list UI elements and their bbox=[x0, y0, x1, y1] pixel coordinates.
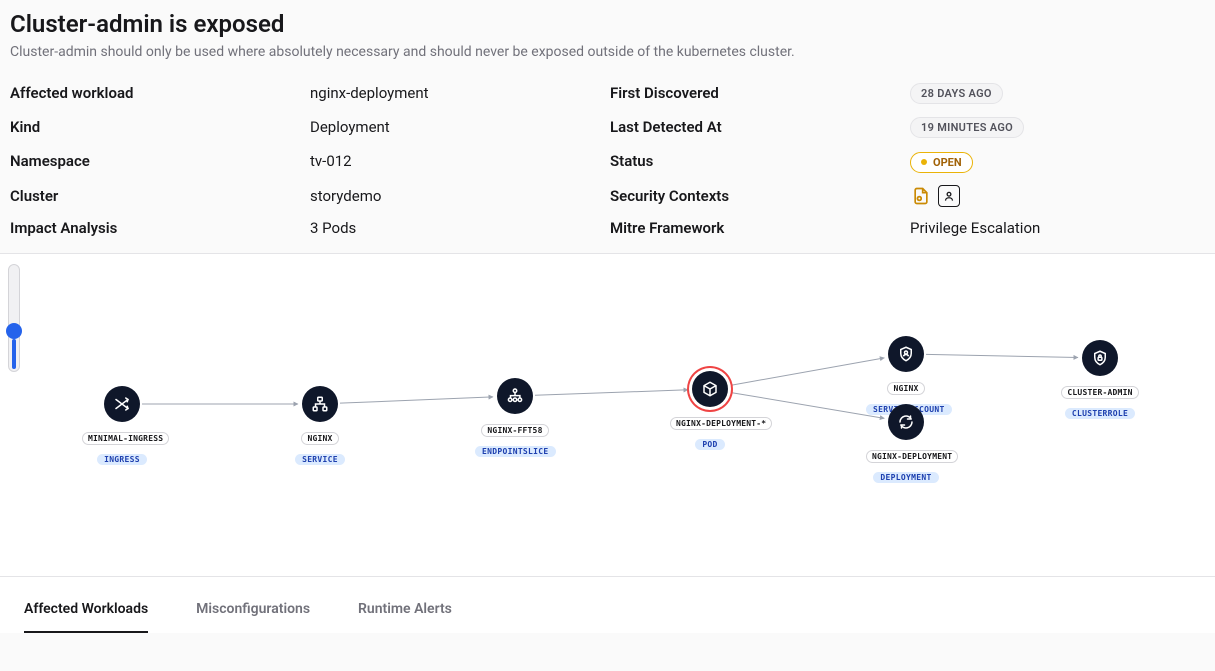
shield-user-icon bbox=[888, 336, 924, 372]
graph-node-type: DEPLOYMENT bbox=[873, 472, 938, 483]
graph-edges bbox=[0, 254, 1215, 578]
label-mitre-framework: Mitre Framework bbox=[610, 219, 910, 237]
endpoints-icon bbox=[497, 378, 533, 414]
graph-node-name: NGINX-DEPLOYMENT-* bbox=[670, 417, 772, 430]
value-mitre-framework: Privilege Escalation bbox=[910, 219, 1210, 237]
last-detected-badge: 19 MINUTES AGO bbox=[910, 117, 1024, 138]
status-dot-icon bbox=[921, 159, 927, 165]
label-namespace: Namespace bbox=[10, 152, 310, 170]
details-grid: Affected workload nginx-deployment First… bbox=[10, 82, 1205, 237]
graph-node-name: NGINX-DEPLOYMENT bbox=[866, 450, 958, 463]
value-namespace: tv-012 bbox=[310, 152, 610, 170]
cube-icon bbox=[692, 371, 728, 407]
value-cluster: storydemo bbox=[310, 187, 610, 205]
graph-node-deployment[interactable]: NGINX-DEPLOYMENTDEPLOYMENT bbox=[866, 404, 946, 484]
page-subtitle: Cluster-admin should only be used where … bbox=[10, 44, 1205, 60]
value-kind: Deployment bbox=[310, 118, 610, 136]
value-affected-workload: nginx-deployment bbox=[310, 84, 610, 102]
status-badge-text: OPEN bbox=[933, 156, 962, 169]
tab-runtime[interactable]: Runtime Alerts bbox=[358, 585, 452, 633]
graph-node-ingress[interactable]: MINIMAL-INGRESSINGRESS bbox=[82, 386, 162, 466]
graph-node-name: NGINX-FFT58 bbox=[481, 424, 548, 437]
graph-node-type: INGRESS bbox=[97, 454, 147, 465]
graph-node-type: ENDPOINTSLICE bbox=[475, 446, 556, 457]
graph-node-endpointslice[interactable]: NGINX-FFT58 ENDPOINTSLICE bbox=[475, 378, 555, 458]
shield-lock-icon bbox=[1082, 340, 1118, 376]
cycle-icon bbox=[888, 404, 924, 440]
graph-node-name: NGINX bbox=[301, 432, 338, 445]
hierarchy-icon bbox=[302, 386, 338, 422]
graph-node-type: SERVICE bbox=[295, 454, 345, 465]
graph-node-clusterrole[interactable]: CLUSTER-ADMIN CLUSTERROLE bbox=[1060, 340, 1140, 420]
first-discovered-badge: 28 DAYS AGO bbox=[910, 83, 1003, 104]
graph-node-type: POD bbox=[695, 439, 724, 450]
status-badge: OPEN bbox=[910, 152, 973, 173]
graph-node-type: CLUSTERROLE bbox=[1065, 408, 1135, 419]
value-impact-analysis: 3 Pods bbox=[310, 219, 610, 237]
label-cluster: Cluster bbox=[10, 187, 310, 205]
value-status: OPEN bbox=[910, 150, 1210, 173]
tab-misconfig[interactable]: Misconfigurations bbox=[196, 585, 310, 633]
graph-node-pod[interactable]: NGINX-DEPLOYMENT-*POD bbox=[670, 371, 750, 451]
security-context-user-icon[interactable] bbox=[938, 185, 960, 207]
label-impact-analysis: Impact Analysis bbox=[10, 219, 310, 237]
graph-node-name: NGINX bbox=[887, 382, 924, 395]
label-first-discovered: First Discovered bbox=[610, 84, 910, 102]
value-first-discovered: 28 DAYS AGO bbox=[910, 82, 1210, 104]
label-kind: Kind bbox=[10, 118, 310, 136]
page-title: Cluster-admin is exposed bbox=[10, 10, 1205, 38]
value-last-detected-at: 19 MINUTES AGO bbox=[910, 116, 1210, 138]
label-affected-workload: Affected workload bbox=[10, 84, 310, 102]
security-context-file-icon[interactable] bbox=[910, 185, 932, 207]
graph-panel[interactable]: MINIMAL-INGRESSINGRESSNGINXSERVICENGINX-… bbox=[0, 253, 1215, 577]
tab-affected[interactable]: Affected Workloads bbox=[24, 585, 148, 633]
tabs: Affected Workloads Misconfigurations Runti… bbox=[0, 577, 1215, 633]
graph-node-name: CLUSTER-ADMIN bbox=[1061, 386, 1138, 399]
graph-node-service[interactable]: NGINX SERVICE bbox=[280, 386, 360, 466]
value-security-contexts bbox=[910, 185, 1210, 207]
label-security-contexts: Security Contexts bbox=[610, 187, 910, 205]
graph-node-name: MINIMAL-INGRESS bbox=[82, 432, 169, 445]
label-status: Status bbox=[610, 152, 910, 170]
label-last-detected-at: Last Detected At bbox=[610, 118, 910, 136]
crossed-arrows-icon bbox=[104, 386, 140, 422]
